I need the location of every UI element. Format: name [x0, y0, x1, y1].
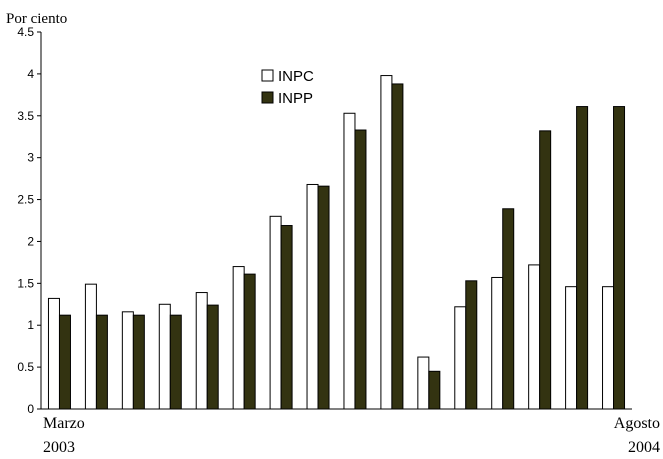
- bar-inpc-10: [380, 75, 393, 410]
- bar-inpp-7: [280, 225, 293, 410]
- bar-inpp-16: [613, 106, 626, 410]
- bar-inpc-2: [84, 283, 97, 410]
- bar-inpp-1: [58, 314, 71, 410]
- y-tick-label: 1.5: [17, 276, 34, 290]
- bars: [47, 75, 626, 410]
- y-tick-label: 3: [27, 151, 34, 165]
- bar-inpp-15: [576, 106, 589, 410]
- y-tick-label: 2.5: [17, 193, 34, 207]
- y-tick-label: 3.5: [17, 109, 34, 123]
- bar-inpc-15: [565, 286, 578, 410]
- bar-inpc-13: [491, 276, 504, 410]
- bar-inpc-7: [269, 215, 282, 410]
- bar-inpp-12: [465, 280, 478, 410]
- bar-inpc-6: [232, 266, 245, 410]
- y-ticks: 0 0.5 1 1.5 2 2.5 3 3.5 4 4.5: [17, 25, 41, 416]
- bar-inpc-16: [602, 286, 615, 410]
- y-tick-label: 1: [27, 318, 34, 332]
- bar-inpp-9: [354, 129, 367, 410]
- bar-inpc-8: [306, 183, 319, 410]
- x-start-label-year: 2003: [43, 439, 75, 456]
- bar-inpc-9: [343, 112, 356, 410]
- y-tick-label: 0.5: [17, 360, 34, 374]
- bar-inpc-14: [528, 264, 541, 410]
- bar-inpc-5: [195, 292, 208, 410]
- x-start-label-month: Marzo: [43, 415, 85, 432]
- bar-inpp-3: [132, 314, 145, 410]
- y-tick-label: 4: [27, 67, 34, 81]
- x-end-label-month: Agosto: [614, 415, 660, 432]
- legend-label-inpp: INPP: [278, 90, 313, 107]
- bar-inpp-14: [539, 130, 552, 410]
- x-edge-labels: Marzo 2003 Agosto 2004: [43, 415, 660, 456]
- y-axis-label: Por ciento: [6, 11, 67, 27]
- y-tick-label: 0: [27, 402, 34, 416]
- legend-swatch-inpc: [261, 69, 274, 82]
- bar-inpp-6: [243, 273, 256, 410]
- legend-label-inpc: INPC: [278, 68, 314, 85]
- bar-inpp-11: [428, 370, 441, 410]
- legend: INPC INPP: [261, 68, 314, 107]
- bar-inpc-3: [121, 311, 134, 410]
- bar-inpc-4: [158, 303, 171, 410]
- bar-inpc-12: [454, 306, 467, 410]
- bar-inpp-4: [169, 314, 182, 410]
- y-tick-label: 4.5: [17, 25, 34, 39]
- bar-inpp-8: [317, 185, 330, 410]
- bar-inpp-10: [391, 83, 404, 410]
- bar-inpp-2: [95, 314, 108, 410]
- x-end-label-year: 2004: [628, 439, 660, 456]
- bar-inpc-11: [417, 356, 430, 410]
- legend-swatch-inpp: [261, 91, 274, 104]
- bar-inpp-13: [502, 208, 515, 410]
- bar-inpc-1: [47, 297, 60, 410]
- y-tick-label: 2: [27, 234, 34, 248]
- bar-inpp-5: [206, 304, 219, 410]
